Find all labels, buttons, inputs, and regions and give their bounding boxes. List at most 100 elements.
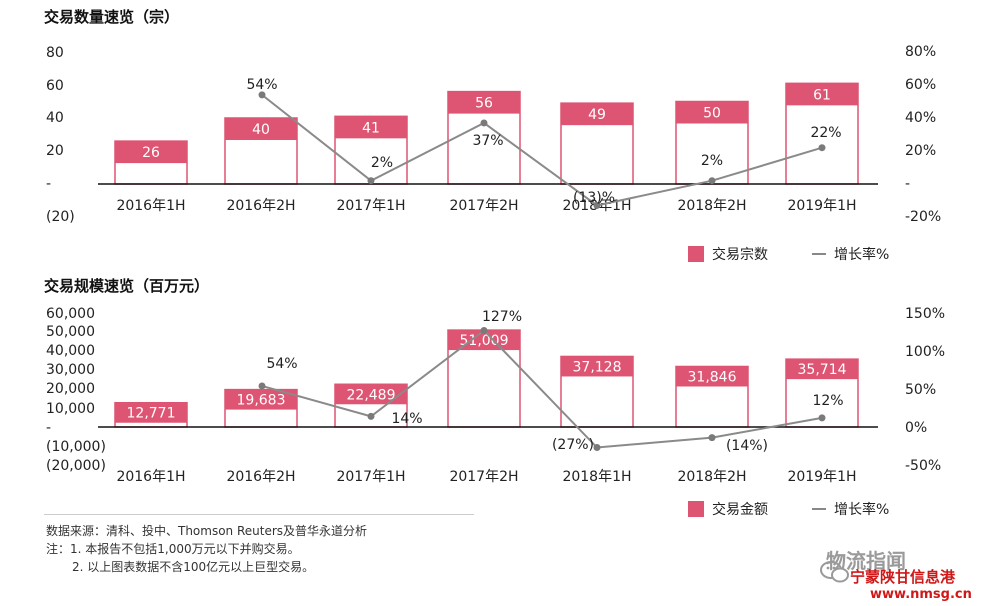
- legend-line-icon: [812, 508, 826, 510]
- category-label: 2018年1H: [562, 469, 631, 485]
- left-tick-label: 10,000: [46, 401, 95, 417]
- left-tick-label: 80: [46, 45, 64, 61]
- growth-value-label: 22%: [810, 125, 841, 141]
- bar-cap: [676, 101, 748, 124]
- category-label: 2017年2H: [449, 469, 518, 485]
- growth-value-label: (13)%: [573, 190, 615, 206]
- category-label: 2017年1H: [336, 469, 405, 485]
- growth-value-label: 2%: [701, 153, 723, 169]
- notes: 数据来源：清科、投中、Thomson Reuters及普华永道分析 注：1. 本…: [46, 522, 367, 576]
- bar-cap: [225, 118, 297, 140]
- right-tick-label: 60%: [905, 77, 936, 93]
- bar-value-label: 61: [813, 87, 831, 103]
- growth-point: [480, 326, 488, 334]
- chart1-svg: 80 60 40 20 - (20) 80% 60% 40% 20% - -20% 26 40 41 56 49…: [46, 44, 941, 225]
- bar-cap: [561, 356, 633, 377]
- right-tick-label: 50%: [905, 382, 936, 398]
- bar-value-label: 40: [252, 122, 270, 138]
- left-tick-label: -: [46, 420, 51, 436]
- category-label: 2017年1H: [336, 198, 405, 214]
- left-tick-label: 20: [46, 143, 64, 159]
- bar-value-label: 26: [142, 145, 160, 161]
- right-tick-label: 150%: [905, 306, 945, 322]
- growth-value-label: 12%: [812, 393, 843, 409]
- bar-cap: [448, 91, 520, 114]
- bar-cap: [225, 389, 297, 410]
- growth-line: [261, 94, 823, 207]
- right-tick-label: 80%: [905, 44, 936, 60]
- bar-value-label: 35,714: [798, 362, 847, 378]
- category-label: 2016年2H: [226, 469, 295, 485]
- growth-point: [258, 382, 266, 390]
- growth-point: [258, 91, 266, 99]
- right-tick-label: -: [905, 176, 910, 192]
- category-label: 2016年1H: [116, 469, 185, 485]
- bar-value-label: 49: [588, 107, 606, 123]
- growth-point: [480, 119, 488, 127]
- category-label: 2016年1H: [116, 198, 185, 214]
- bar-cap: [786, 83, 858, 106]
- bar-cap: [676, 366, 748, 387]
- right-tick-label: 20%: [905, 143, 936, 159]
- growth-value-label: 54%: [266, 356, 297, 372]
- note-1: 注：1. 本报告不包括1,000万元以下并购交易。: [46, 542, 300, 556]
- left-tick-label: 50,000: [46, 324, 95, 340]
- legend-label-line: 增长率%: [834, 502, 890, 518]
- bar-value-label: 56: [475, 96, 493, 112]
- bar-value-label: 41: [362, 120, 380, 136]
- category-label: 2016年2H: [226, 198, 295, 214]
- growth-point: [367, 177, 375, 185]
- left-tick-label: 20,000: [46, 381, 95, 397]
- left-tick-label: 60: [46, 78, 64, 94]
- bar-value-label: 50: [703, 106, 721, 122]
- chart2-legend: 交易金额 增长率%: [688, 499, 889, 519]
- growth-point: [818, 144, 826, 152]
- left-tick-label: (10,000): [46, 439, 106, 455]
- bar-cap: [335, 116, 407, 139]
- bar-value-label: 22,489: [347, 387, 396, 403]
- left-tick-label: 30,000: [46, 362, 95, 378]
- growth-value-label: (27%): [552, 437, 594, 453]
- left-tick-label: (20,000): [46, 458, 106, 474]
- left-tick-label: 40: [46, 110, 64, 126]
- chart1-title: 交易数量速览（宗）: [44, 8, 180, 26]
- chart2-svg: 60,000 50,000 40,000 30,000 20,000 10,000 - (10…: [46, 306, 945, 485]
- left-tick-label: -: [46, 176, 51, 192]
- bar-cap: [786, 359, 858, 380]
- right-tick-label: 40%: [905, 110, 936, 126]
- growth-line: [261, 329, 823, 449]
- bar-cap: [335, 384, 407, 405]
- bar-value-label: 31,846: [688, 369, 737, 385]
- site-name: 宁蒙陕甘信息港: [850, 568, 956, 586]
- legend-swatch-bar: [688, 501, 704, 517]
- left-tick-label: 40,000: [46, 343, 95, 359]
- bar-cap: [561, 103, 633, 126]
- bar-value-label: 12,771: [127, 406, 176, 422]
- chart1-legend: 交易宗数 增长率%: [688, 244, 889, 264]
- growth-value-label: 2%: [371, 155, 393, 171]
- right-tick-label: -20%: [905, 209, 941, 225]
- legend-label-bar: 交易金额: [712, 502, 768, 518]
- wechat-watermark: 物流指闻: [820, 545, 906, 582]
- left-tick-label: (20): [46, 209, 75, 225]
- bar-cap: [115, 402, 187, 423]
- growth-point: [593, 201, 601, 209]
- bar-value-label: 37,128: [573, 359, 622, 375]
- bar-value-label: 51,009: [460, 333, 509, 349]
- right-tick-label: 100%: [905, 344, 945, 360]
- right-tick-label: -50%: [905, 458, 941, 474]
- category-label: 2018年2H: [677, 469, 746, 485]
- notes-divider: [44, 514, 474, 515]
- growth-point: [367, 412, 375, 420]
- bar-cap: [115, 141, 187, 164]
- growth-point: [708, 434, 716, 442]
- chart2-title: 交易规模速览（百万元）: [44, 277, 210, 295]
- growth-point: [593, 444, 601, 452]
- bar-value-label: 19,683: [237, 393, 286, 409]
- growth-value-label: 37%: [472, 133, 503, 149]
- source-note: 数据来源：清科、投中、Thomson Reuters及普华永道分析: [46, 524, 368, 538]
- category-label: 2017年2H: [449, 198, 518, 214]
- note-2: 2. 以上图表数据不含100亿元以上巨型交易。: [72, 560, 315, 574]
- growth-value-label: 14%: [391, 411, 422, 427]
- category-label: 2019年1H: [787, 469, 856, 485]
